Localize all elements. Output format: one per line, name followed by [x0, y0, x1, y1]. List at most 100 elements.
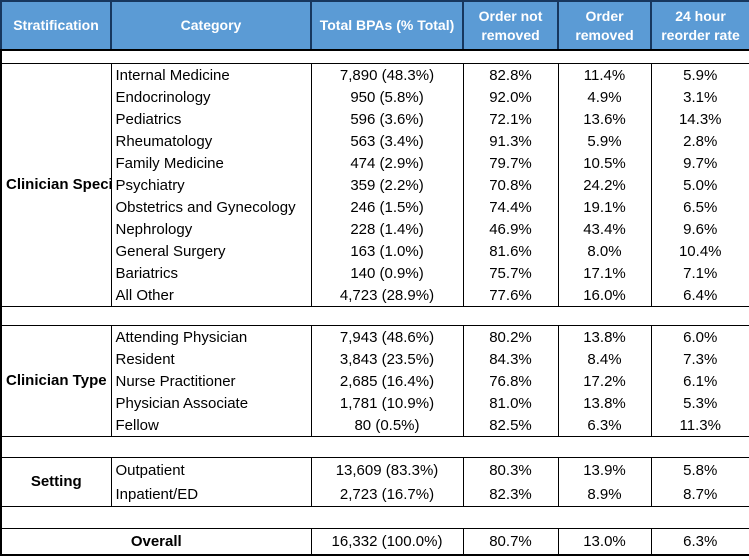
order-not-removed-cell: 77.6%: [462, 284, 559, 307]
reorder-rate-cell: 3.1%: [650, 86, 749, 108]
overall-label-cell: Overall: [0, 528, 312, 555]
reorder-rate-cell: 6.3%: [650, 528, 749, 555]
category-cell: Obstetrics and Gynecology: [110, 196, 312, 218]
reorder-rate-cell: 9.6%: [650, 218, 749, 240]
reorder-rate-cell: 5.8%: [650, 457, 749, 482]
table-row: Pediatrics 596 (3.6%) 72.1% 13.6% 14.3%: [1, 108, 749, 130]
order-not-removed-cell: 80.3%: [462, 457, 559, 482]
table-row: Fellow 80 (0.5%) 82.5% 6.3% 11.3%: [1, 414, 749, 437]
table-row: Inpatient/ED 2,723 (16.7%) 82.3% 8.9% 8.…: [1, 482, 749, 507]
total-bpas-cell: 80 (0.5%): [310, 414, 464, 437]
order-removed-cell: 17.1%: [557, 262, 652, 284]
order-removed-cell: 24.2%: [557, 174, 652, 196]
order-not-removed-cell: 82.5%: [462, 414, 559, 437]
header-row: Stratification Category Total BPAs (% To…: [0, 0, 749, 51]
col-header-stratification: Stratification: [0, 0, 112, 51]
order-removed-cell: 5.9%: [557, 130, 652, 152]
order-removed-cell: 13.6%: [557, 108, 652, 130]
reorder-rate-cell: 5.3%: [650, 392, 749, 414]
category-cell: Outpatient: [110, 457, 312, 482]
col-header-order-not-removed: Order not removed: [462, 0, 559, 51]
category-cell: Internal Medicine: [110, 63, 312, 86]
order-removed-cell: 13.8%: [557, 325, 652, 348]
order-removed-cell: 17.2%: [557, 370, 652, 392]
category-cell: Fellow: [110, 414, 312, 437]
table-row: Setting Outpatient 13,609 (83.3%) 80.3% …: [0, 457, 749, 507]
category-cell: Attending Physician: [110, 325, 312, 348]
total-bpas-cell: 7,890 (48.3%): [310, 63, 464, 86]
category-cell: Family Medicine: [110, 152, 312, 174]
spacer-row: [1, 436, 749, 458]
total-bpas-cell: 16,332 (100.0%): [310, 528, 464, 555]
table-row: Physician Associate 1,781 (10.9%) 81.0% …: [1, 392, 749, 414]
total-bpas-cell: 13,609 (83.3%): [310, 457, 464, 482]
order-removed-cell: 10.5%: [557, 152, 652, 174]
reorder-rate-cell: 5.0%: [650, 174, 749, 196]
order-removed-cell: 13.0%: [557, 528, 652, 555]
order-removed-cell: 43.4%: [557, 218, 652, 240]
category-cell: General Surgery: [110, 240, 312, 262]
reorder-rate-cell: 8.7%: [650, 482, 749, 507]
col-header-reorder-rate: 24 hour reorder rate: [650, 0, 749, 51]
reorder-rate-cell: 10.4%: [650, 240, 749, 262]
order-removed-cell: 16.0%: [557, 284, 652, 307]
reorder-rate-cell: 6.0%: [650, 325, 749, 348]
order-not-removed-cell: 80.7%: [462, 528, 559, 555]
table-row: Nephrology 228 (1.4%) 46.9% 43.4% 9.6%: [1, 218, 749, 240]
col-header-total-bpas: Total BPAs (% Total): [310, 0, 464, 51]
order-removed-cell: 8.4%: [557, 348, 652, 370]
order-removed-cell: 13.9%: [557, 457, 652, 482]
reorder-rate-cell: 7.1%: [650, 262, 749, 284]
category-cell: Bariatrics: [110, 262, 312, 284]
category-cell: Rheumatology: [110, 130, 312, 152]
col-header-category: Category: [110, 0, 312, 51]
category-cell: Endocrinology: [110, 86, 312, 108]
order-not-removed-cell: 81.6%: [462, 240, 559, 262]
order-not-removed-cell: 79.7%: [462, 152, 559, 174]
reorder-rate-cell: 6.4%: [650, 284, 749, 307]
order-not-removed-cell: 76.8%: [462, 370, 559, 392]
overall-row: Overall 16,332 (100.0%) 80.7% 13.0% 6.3%: [0, 528, 749, 555]
spacer-row: [1, 49, 749, 64]
reorder-rate-cell: 5.9%: [650, 63, 749, 86]
reorder-rate-cell: 14.3%: [650, 108, 749, 130]
table-row: Clinician Type Attending Physician 7,943…: [0, 325, 749, 437]
spacer-cell: [1, 306, 749, 326]
category-cell: Inpatient/ED: [110, 482, 312, 507]
table-row: Bariatrics 140 (0.9%) 75.7% 17.1% 7.1%: [1, 262, 749, 284]
table-row: Endocrinology 950 (5.8%) 92.0% 4.9% 3.1%: [1, 86, 749, 108]
total-bpas-cell: 563 (3.4%): [310, 130, 464, 152]
order-not-removed-cell: 92.0%: [462, 86, 559, 108]
order-not-removed-cell: 91.3%: [462, 130, 559, 152]
total-bpas-cell: 140 (0.9%): [310, 262, 464, 284]
total-bpas-cell: 950 (5.8%): [310, 86, 464, 108]
order-not-removed-cell: 82.8%: [462, 63, 559, 86]
order-not-removed-cell: 72.1%: [462, 108, 559, 130]
total-bpas-cell: 7,943 (48.6%): [310, 325, 464, 348]
total-bpas-cell: 359 (2.2%): [310, 174, 464, 196]
total-bpas-cell: 2,723 (16.7%): [310, 482, 464, 507]
table-row: Nurse Practitioner 2,685 (16.4%) 76.8% 1…: [1, 370, 749, 392]
order-removed-cell: 19.1%: [557, 196, 652, 218]
total-bpas-cell: 2,685 (16.4%): [310, 370, 464, 392]
total-bpas-cell: 246 (1.5%): [310, 196, 464, 218]
table-row: General Surgery 163 (1.0%) 81.6% 8.0% 10…: [1, 240, 749, 262]
spacer-row: [1, 506, 749, 529]
order-not-removed-cell: 84.3%: [462, 348, 559, 370]
order-not-removed-cell: 70.8%: [462, 174, 559, 196]
order-not-removed-cell: 82.3%: [462, 482, 559, 507]
order-removed-cell: 8.0%: [557, 240, 652, 262]
table-row: All Other 4,723 (28.9%) 77.6% 16.0% 6.4%: [1, 284, 749, 307]
stratification-cell-setting: Setting: [0, 457, 112, 507]
order-removed-cell: 11.4%: [557, 63, 652, 86]
category-cell: Resident: [110, 348, 312, 370]
order-removed-cell: 4.9%: [557, 86, 652, 108]
reorder-rate-cell: 7.3%: [650, 348, 749, 370]
category-cell: Nephrology: [110, 218, 312, 240]
table-row: Family Medicine 474 (2.9%) 79.7% 10.5% 9…: [1, 152, 749, 174]
order-not-removed-cell: 81.0%: [462, 392, 559, 414]
order-not-removed-cell: 80.2%: [462, 325, 559, 348]
reorder-rate-cell: 6.1%: [650, 370, 749, 392]
stratification-cell-clinician-type: Clinician Type: [0, 325, 112, 437]
